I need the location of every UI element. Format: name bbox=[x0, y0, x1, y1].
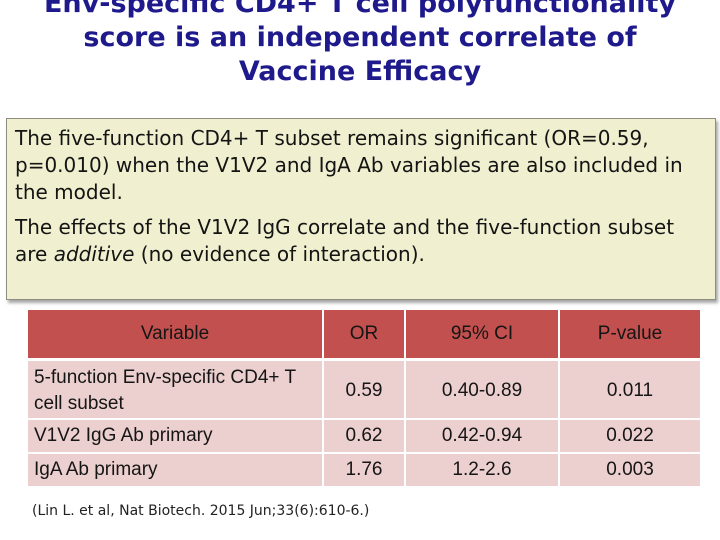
results-table: Variable OR 95% CI P-value 5-function En… bbox=[28, 310, 700, 488]
cell-variable: 5-function Env-specific CD4+ T cell subs… bbox=[28, 361, 324, 420]
citation: (Lin L. et al, Nat Biotech. 2015 Jun;33(… bbox=[32, 503, 370, 519]
callout-text: The effects of the V1V2 IgG correlate an… bbox=[15, 215, 675, 266]
callout-paragraph-2: The effects of the V1V2 IgG correlate an… bbox=[15, 214, 709, 268]
cell-or: 1.76 bbox=[324, 454, 406, 488]
slide-title-line-1: Env-specific CD4+ T cell polyfunctionali… bbox=[43, 0, 677, 19]
column-header-ci: 95% CI bbox=[406, 310, 560, 361]
callout-text: (no evidence of interaction). bbox=[134, 242, 425, 266]
column-header-variable: Variable bbox=[28, 310, 324, 361]
cell-pvalue: 0.022 bbox=[560, 420, 700, 454]
cell-ci: 1.2-2.6 bbox=[406, 454, 560, 488]
cell-pvalue: 0.003 bbox=[560, 454, 700, 488]
table-row: IgA Ab primary 1.76 1.2-2.6 0.003 bbox=[28, 454, 700, 488]
table-row: 5-function Env-specific CD4+ T cell subs… bbox=[28, 361, 700, 420]
slide-title: Env-specific CD4+ T cell polyfunctionali… bbox=[0, 0, 720, 89]
column-header-pvalue: P-value bbox=[560, 310, 700, 361]
cell-pvalue: 0.011 bbox=[560, 361, 700, 420]
table-header-row: Variable OR 95% CI P-value bbox=[28, 310, 700, 361]
callout-emphasis: additive bbox=[53, 242, 135, 266]
cell-variable: IgA Ab primary bbox=[28, 454, 324, 488]
cell-variable: V1V2 IgG Ab primary bbox=[28, 420, 324, 454]
column-header-or: OR bbox=[324, 310, 406, 361]
cell-or: 0.62 bbox=[324, 420, 406, 454]
slide-title-line-2: score is an independent correlate of bbox=[83, 22, 637, 53]
summary-callout: The five-function CD4+ T subset remains … bbox=[6, 118, 716, 300]
callout-paragraph-1: The five-function CD4+ T subset remains … bbox=[15, 126, 683, 204]
cell-ci: 0.42-0.94 bbox=[406, 420, 560, 454]
cell-or: 0.59 bbox=[324, 361, 406, 420]
table-row: V1V2 IgG Ab primary 0.62 0.42-0.94 0.022 bbox=[28, 420, 700, 454]
cell-ci: 0.40-0.89 bbox=[406, 361, 560, 420]
slide-title-line-3: Vaccine Efficacy bbox=[238, 56, 482, 87]
